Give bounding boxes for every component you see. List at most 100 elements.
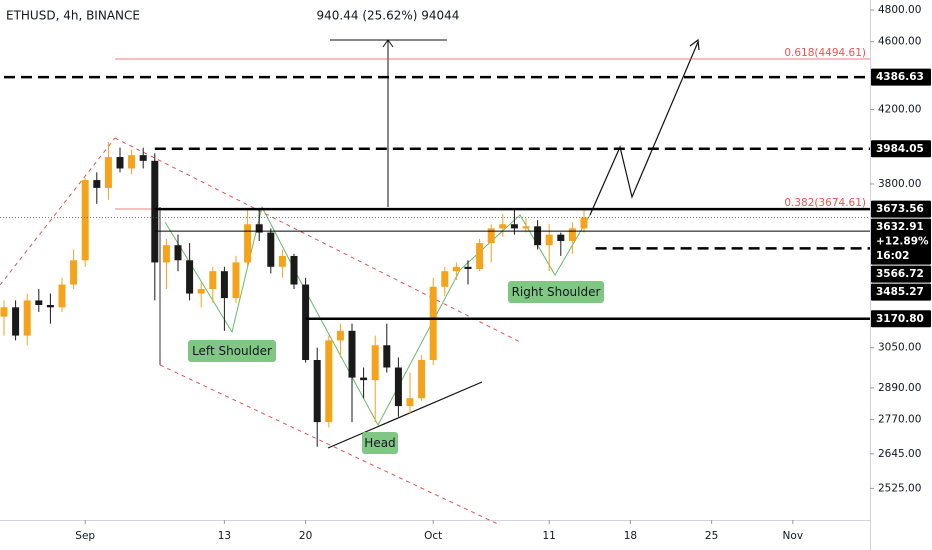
candle-body	[406, 398, 414, 407]
candle-body	[394, 367, 402, 407]
y-tick-label: 4800.00	[878, 4, 921, 16]
price-label: 3566.72	[876, 268, 924, 280]
y-tick-label: 2890.00	[878, 382, 921, 394]
x-tick-label: 20	[299, 530, 312, 542]
candle-body	[58, 284, 66, 308]
candle-body	[12, 307, 20, 336]
arrow-head	[382, 39, 394, 48]
candle-body	[348, 330, 356, 378]
chart-title: ETHUSD, 4h, BINANCE	[6, 9, 140, 23]
candle-body	[383, 345, 391, 368]
annotation-label: Right Shoulder	[512, 285, 601, 299]
candle-body	[220, 271, 228, 299]
price-label-box	[871, 265, 931, 283]
candle-body	[174, 245, 182, 261]
price-label: 3632.91	[876, 221, 924, 233]
candle-body	[104, 157, 112, 188]
fib-label: 0.618(4494.61)	[784, 47, 866, 59]
candle-body	[336, 330, 344, 341]
candle-body	[23, 300, 31, 336]
candle-body	[302, 284, 310, 361]
candle-body	[464, 266, 472, 270]
annotation-box	[188, 340, 276, 362]
channel-line	[114, 137, 521, 343]
price-label-box	[871, 140, 931, 158]
price-label-box	[871, 200, 931, 218]
candle-body	[46, 305, 54, 308]
candle-body	[186, 260, 194, 294]
price-label: 16:02	[876, 250, 909, 262]
x-tick-label: Nov	[783, 530, 804, 542]
candle-body	[128, 155, 136, 169]
candle-body	[116, 157, 124, 169]
price-label: 4386.63	[876, 71, 924, 83]
candle-body	[568, 228, 576, 241]
y-tick-label: 3050.00	[878, 342, 921, 354]
x-tick-label: Oct	[424, 530, 442, 542]
measure-label: 940.44 (25.62%) 94044	[317, 9, 460, 23]
annotation-box	[508, 281, 604, 303]
price-label-box	[871, 283, 931, 301]
candle-body	[290, 255, 298, 285]
candle-body	[244, 224, 252, 263]
projection-path	[589, 41, 699, 216]
price-label: 3485.27	[876, 286, 924, 298]
x-tick-label: 11	[543, 530, 556, 542]
candles	[0, 142, 588, 447]
candle-body	[522, 226, 530, 229]
candle-body	[452, 266, 460, 272]
price-label-box	[871, 68, 931, 86]
fib-label: 0.382(3674.61)	[784, 197, 866, 209]
candle-body	[70, 260, 78, 285]
candle-body	[510, 224, 518, 229]
candle-body	[278, 255, 286, 267]
candle-body	[499, 224, 507, 229]
candle-body	[35, 300, 43, 306]
candle-body	[371, 345, 379, 381]
price-label: 3170.80	[876, 313, 924, 325]
arrow-head	[689, 38, 700, 51]
candle-body	[534, 226, 542, 246]
candle-body	[418, 360, 426, 399]
candle-body	[313, 360, 321, 423]
drawings	[0, 38, 700, 526]
candle-body	[93, 180, 101, 188]
x-tick-label: 25	[705, 530, 718, 542]
candle-body	[151, 160, 159, 263]
y-tick-label: 2525.00	[878, 482, 921, 494]
candle-body	[545, 234, 553, 246]
candle-body	[557, 234, 565, 241]
candle-body	[81, 180, 89, 261]
candle-body	[232, 262, 240, 299]
candle-body	[487, 228, 495, 244]
price-label: 3984.05	[876, 143, 924, 155]
annotation-box	[362, 432, 398, 454]
channel-line	[0, 137, 116, 286]
candle-body	[267, 232, 275, 267]
price-label: 3673.56	[876, 203, 924, 215]
support-line	[327, 381, 483, 449]
candle-body	[580, 217, 588, 229]
x-tick-label: 18	[624, 530, 637, 542]
candle-body	[441, 271, 449, 287]
candle-body	[255, 224, 263, 233]
annotation-label: Head	[364, 436, 395, 450]
pattern-line	[164, 205, 591, 427]
y-tick-label: 2645.00	[878, 448, 921, 460]
candle-body	[209, 271, 217, 290]
price-label: +12.89%	[876, 236, 929, 248]
candle-body	[476, 243, 484, 270]
candle-body	[360, 377, 368, 381]
candle-body	[325, 340, 333, 423]
annotation-label: Left Shoulder	[192, 344, 272, 358]
candle-body	[429, 286, 437, 361]
candle-body	[162, 245, 170, 263]
y-tick-label: 4600.00	[878, 36, 921, 48]
x-tick-label: 13	[218, 530, 231, 542]
price-label-box	[871, 310, 931, 328]
x-tick-label: Sep	[75, 530, 95, 542]
y-tick-label: 4200.00	[878, 103, 921, 115]
y-tick-label: 3800.00	[878, 178, 921, 190]
